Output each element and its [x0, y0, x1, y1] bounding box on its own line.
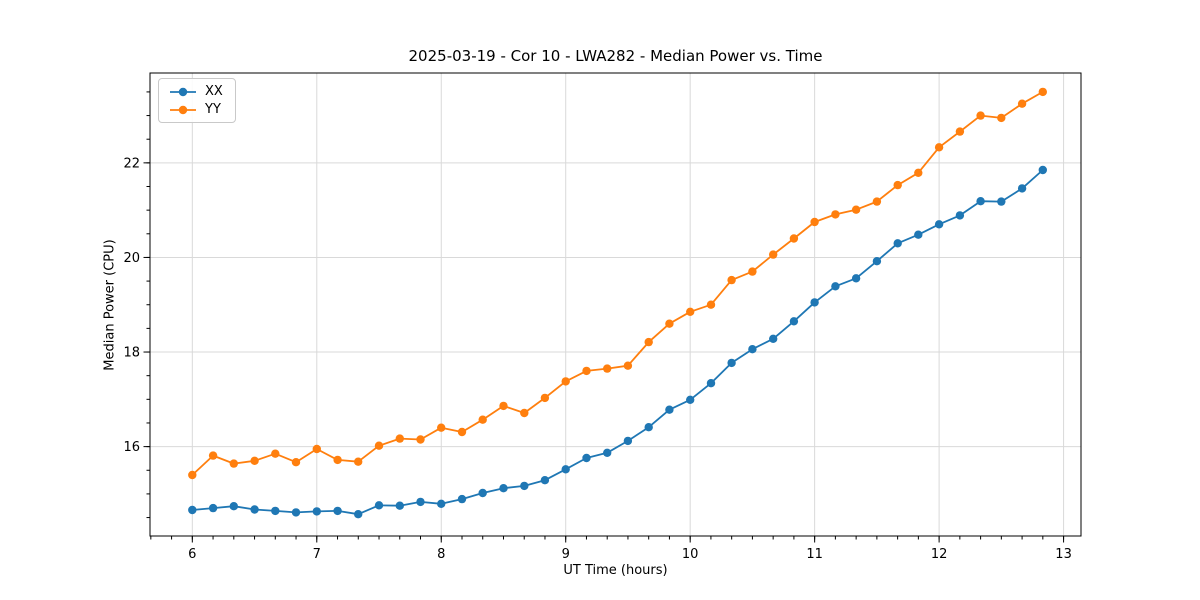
legend-item-yy: YY: [168, 102, 223, 117]
svg-text:12: 12: [931, 547, 948, 562]
legend-label-yy: YY: [205, 102, 221, 117]
svg-text:18: 18: [123, 346, 140, 361]
series-xx: [188, 165, 1048, 519]
axis-ticks: [143, 91, 1065, 543]
svg-text:8: 8: [437, 547, 445, 562]
svg-text:6: 6: [188, 547, 196, 562]
x-axis-label: UT Time (hours): [563, 563, 668, 578]
svg-text:9: 9: [562, 547, 570, 562]
legend-item-xx: XX: [168, 84, 223, 99]
svg-text:7: 7: [313, 547, 321, 562]
svg-text:10: 10: [682, 547, 699, 562]
plot-border: [149, 72, 1082, 537]
series-yy: [188, 87, 1048, 480]
svg-text:13: 13: [1055, 547, 1072, 562]
legend-marker-xx-icon: [170, 87, 196, 96]
chart-title: 2025-03-19 - Cor 10 - LWA282 - Median Po…: [408, 47, 823, 65]
legend: XX YY: [158, 78, 236, 123]
legend-marker-yy-icon: [170, 105, 196, 114]
svg-text:22: 22: [123, 156, 140, 171]
svg-text:16: 16: [123, 440, 140, 455]
svg-text:11: 11: [806, 547, 823, 562]
gridlines: [150, 73, 1081, 536]
y-axis-label: Median Power (CPU): [102, 239, 118, 371]
svg-text:20: 20: [123, 251, 140, 266]
tick-labels: 6 7 8 9 10 11 12 13 16 18 20 22: [123, 156, 1071, 562]
legend-label-xx: XX: [205, 84, 223, 99]
